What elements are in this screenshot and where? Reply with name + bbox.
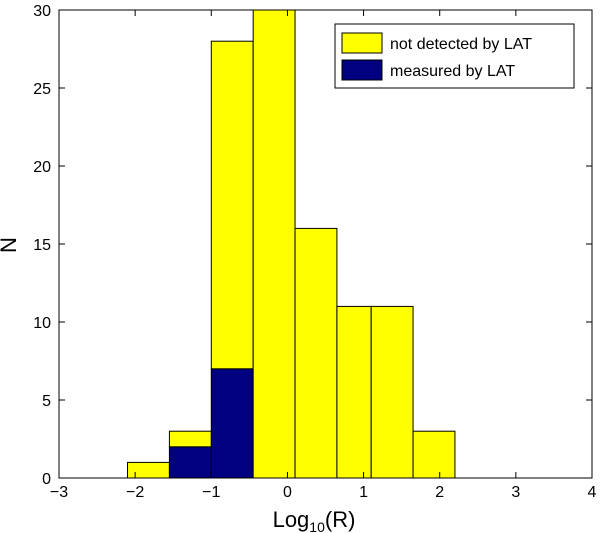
y-tick-label: 25: [33, 81, 51, 98]
y-axis-label: N: [0, 237, 21, 253]
y-tick-label: 20: [33, 159, 51, 176]
x-tick-label: 2: [435, 484, 444, 501]
x-tick-label: −3: [50, 484, 68, 501]
bar-not-detected-by-LAT-bin-2: [210, 40, 254, 370]
legend-label-not-detected: not detected by LAT: [390, 36, 532, 53]
x-axis-label-tail: (R): [325, 507, 356, 532]
y-tick-label: 10: [33, 315, 51, 332]
bar-not-detected-by-LAT-bin-1: [168, 430, 212, 448]
legend: not detected by LAT measured by LAT: [334, 23, 575, 89]
x-tick-label: 3: [511, 484, 520, 501]
x-axis-label-main: Log: [273, 507, 310, 532]
bar-not-detected-by-LAT-bin-4: [294, 227, 338, 479]
legend-swatch-not-detected: [341, 32, 383, 54]
y-tick-label: 15: [33, 237, 51, 254]
ticks-group: −3 −2 −1 0 1 2 3 4 0 5 10 15 20 25 30: [33, 3, 596, 501]
y-tick-label: 0: [42, 471, 51, 488]
bar-not-detected-by-LAT-bin-0: [127, 461, 170, 479]
bar-not-detected-by-LAT-bin-5: [336, 305, 372, 479]
bar-not-detected-by-LAT-bin-7: [412, 430, 456, 479]
bar-measured-by-LAT-bin-2: [210, 368, 254, 479]
y-tick-label: 30: [33, 3, 51, 20]
legend-swatch-measured: [341, 59, 383, 81]
x-tick-label: 0: [283, 484, 292, 501]
x-tick-label: 4: [588, 484, 597, 501]
bar-not-detected-by-LAT-bin-6: [370, 305, 414, 479]
y-tick-label: 5: [42, 393, 51, 410]
legend-label-measured: measured by LAT: [390, 63, 515, 80]
x-tick-label: 1: [359, 484, 368, 501]
x-axis-label: Log10(R): [273, 507, 356, 533]
x-axis-label-subscript: 10: [309, 519, 325, 533]
bar-measured-by-LAT-bin-1: [168, 446, 212, 479]
x-tick-label: −1: [202, 484, 220, 501]
bar-not-detected-by-LAT-bin-3: [252, 9, 296, 479]
x-tick-label: −2: [126, 484, 144, 501]
